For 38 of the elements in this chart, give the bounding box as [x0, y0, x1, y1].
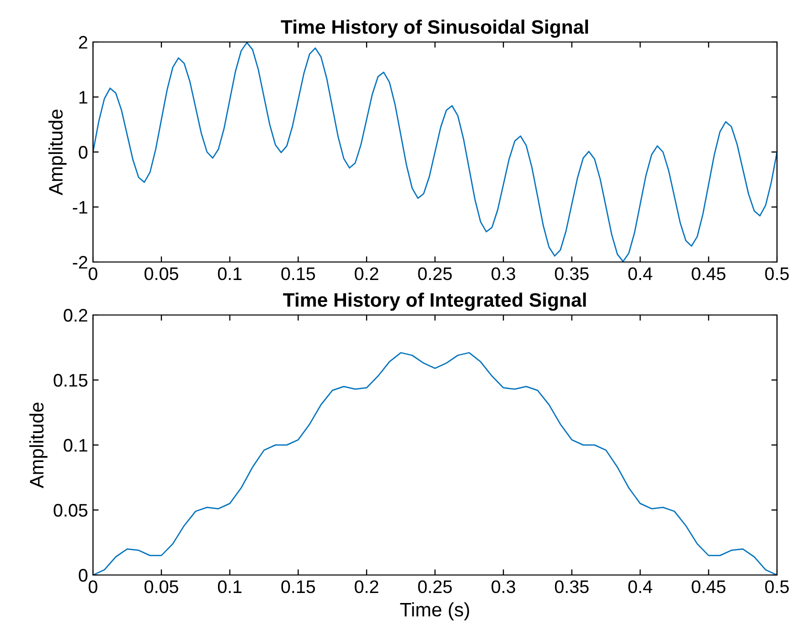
x-tick-label: 0.15 — [281, 267, 316, 280]
x-tick-label: 0 — [88, 580, 98, 594]
x-tick-label: 0.4 — [628, 580, 652, 594]
y-tick-label: -2 — [72, 256, 88, 269]
x-axis-title: Time (s) — [400, 602, 470, 620]
y-tick-label: 0 — [78, 568, 88, 582]
y-tick-label: 0.1 — [64, 438, 88, 452]
chart-title: Time History of Integrated Signal — [283, 292, 586, 311]
x-tick-label: 0.5 — [765, 267, 789, 280]
x-tick-label: 0.3 — [492, 267, 516, 280]
x-tick-label: 0.05 — [144, 580, 178, 594]
y-tick-label: 2 — [79, 36, 88, 49]
x-tick-label: 0.1 — [218, 580, 242, 594]
x-tick-label: 0.25 — [418, 267, 452, 280]
x-tick-label: 0 — [88, 267, 98, 280]
x-tick-label: 0.45 — [692, 267, 726, 280]
x-tick-label: 0.05 — [144, 267, 178, 280]
x-tick-label: 0.5 — [765, 580, 789, 594]
y-tick-label: 1 — [79, 91, 88, 104]
y-tick-label: 0.05 — [54, 504, 88, 517]
x-tick-label: 0.15 — [281, 580, 316, 594]
x-tick-label: 0.2 — [354, 580, 378, 594]
x-tick-label: 0.45 — [692, 580, 726, 594]
line-series — [93, 42, 777, 262]
y-axis-title: Amplitude — [48, 110, 67, 196]
x-tick-label: 0.3 — [492, 580, 516, 594]
x-tick-label: 0.2 — [354, 267, 378, 280]
y-tick-label: 0 — [78, 146, 88, 159]
y-tick-label: 0.15 — [54, 374, 88, 387]
y-tick-label: -1 — [72, 201, 88, 214]
y-axis-title: Amplitude — [29, 402, 48, 488]
x-tick-label: 0.1 — [218, 267, 242, 280]
x-tick-label: 0.35 — [554, 580, 589, 594]
y-tick-label: 0.2 — [64, 308, 88, 322]
x-tick-label: 0.35 — [554, 267, 589, 280]
x-tick-label: 0.25 — [418, 580, 452, 594]
x-tick-label: 0.4 — [628, 267, 652, 280]
chart-title: Time History of Sinusoidal Signal — [280, 20, 588, 38]
